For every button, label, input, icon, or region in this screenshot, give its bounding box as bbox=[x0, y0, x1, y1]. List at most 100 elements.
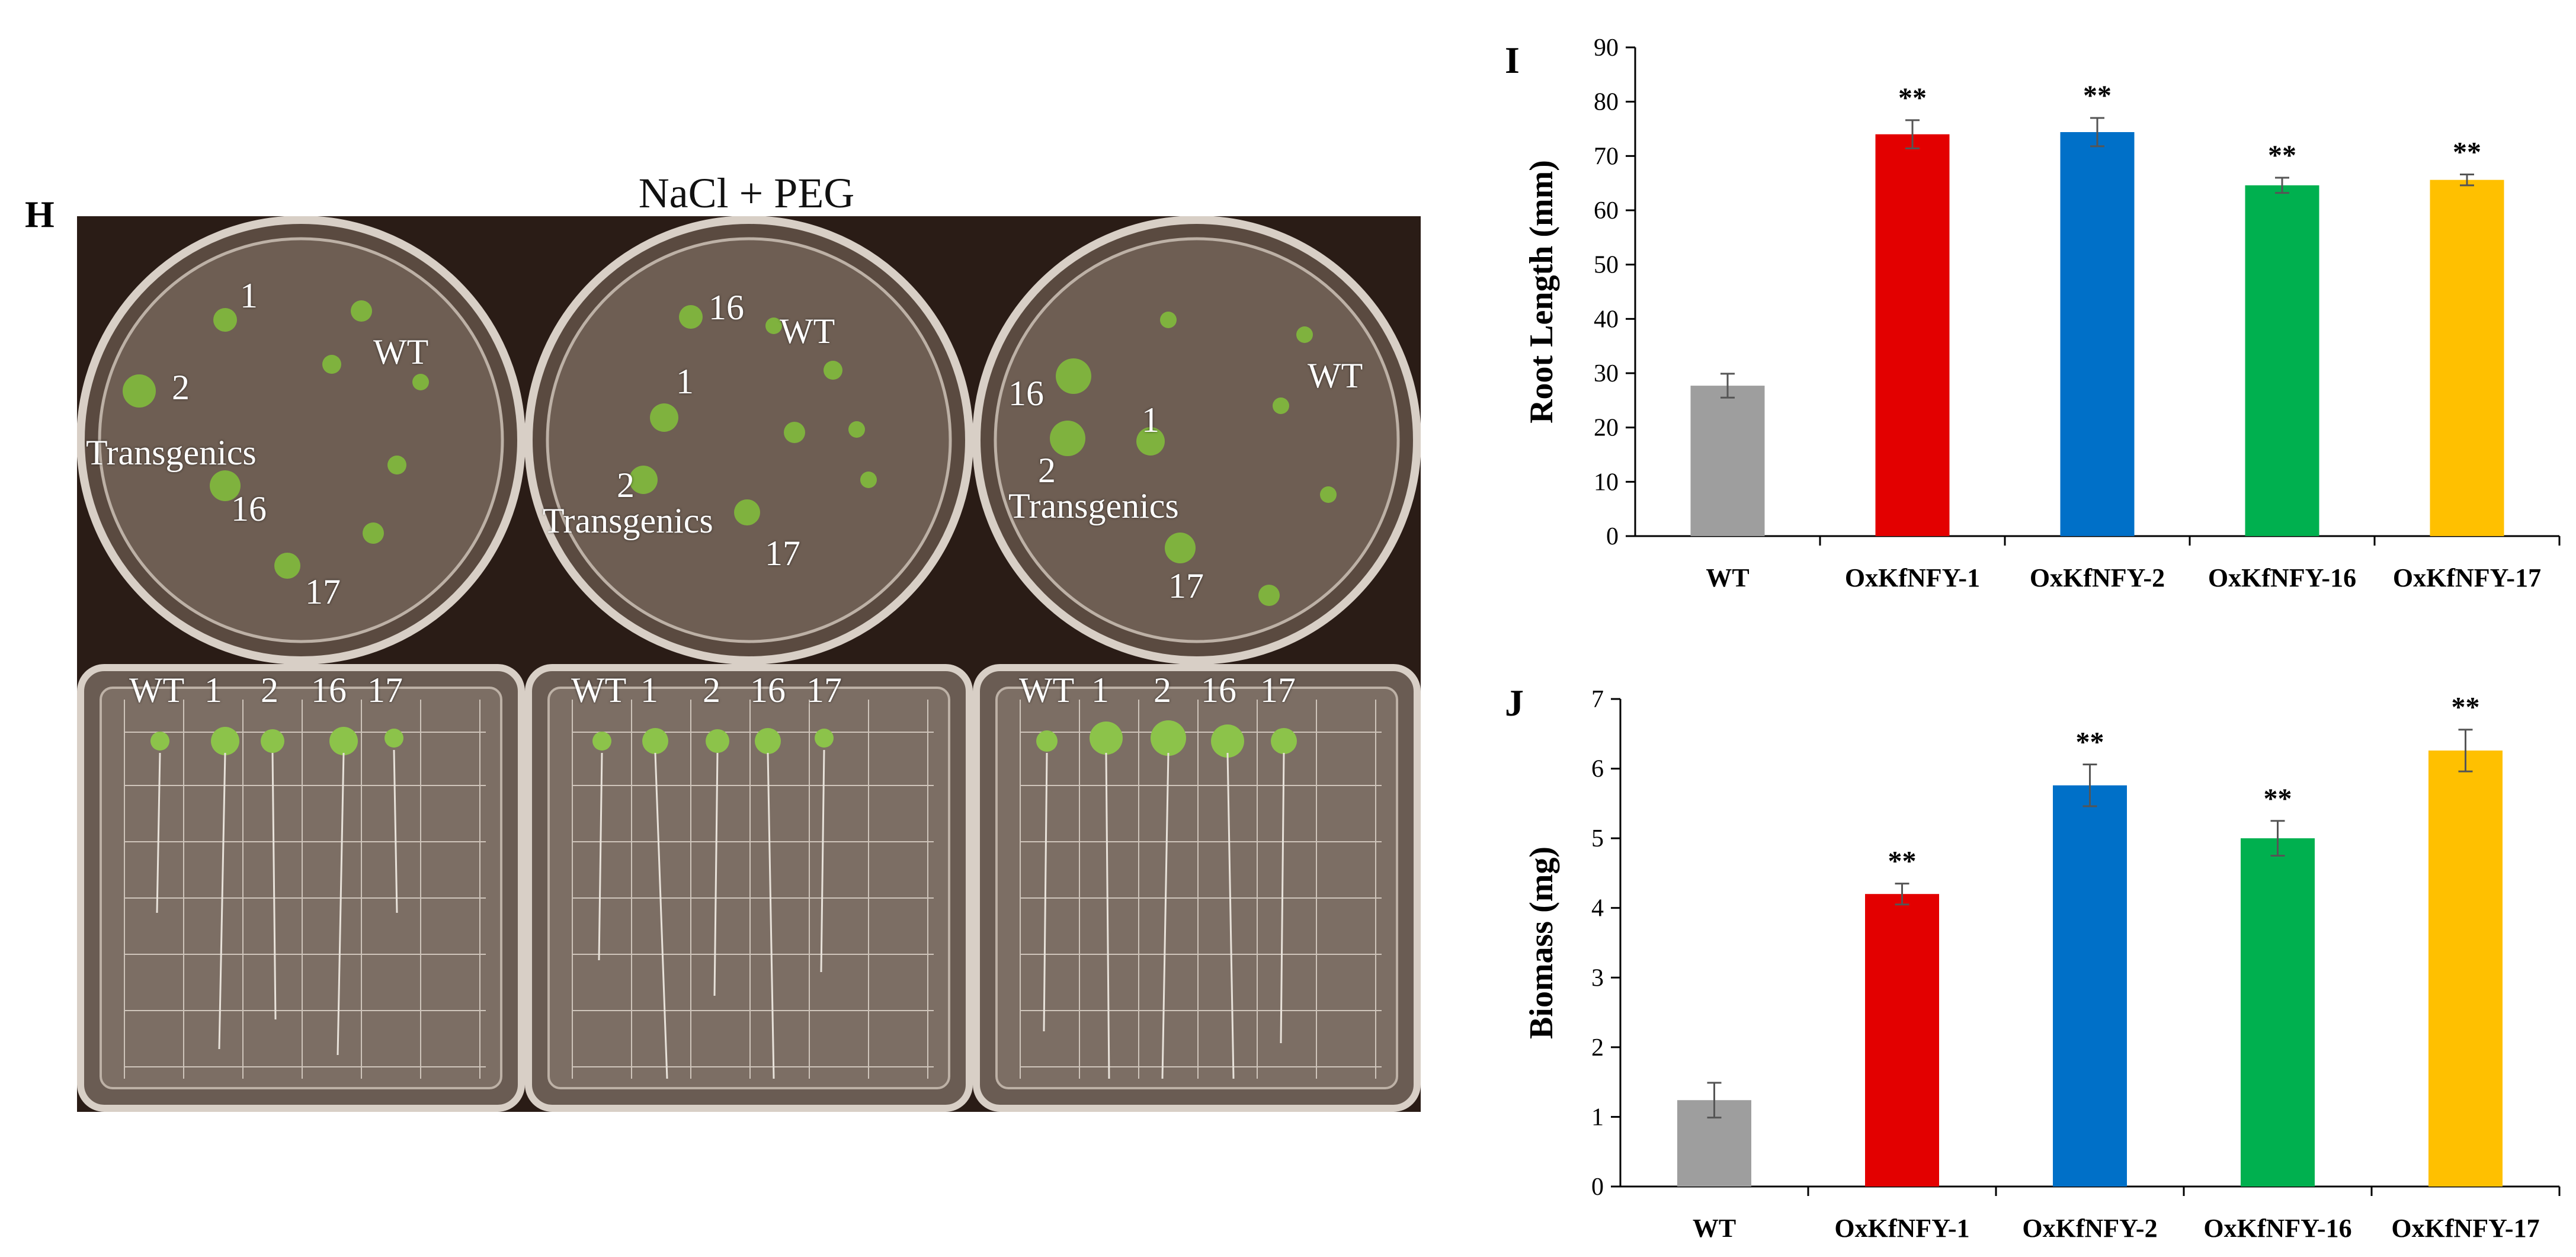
square-plate-1: WT 1 2 16 17 bbox=[77, 664, 525, 1112]
plate-label: 2 bbox=[1038, 451, 1056, 490]
plate-label: 2 bbox=[261, 671, 278, 710]
x-tick-label: OxKfNFY-1 bbox=[1834, 1214, 1969, 1243]
round-plate-2-drawing bbox=[525, 216, 973, 664]
photo-panel: 1 WT 2 Transgenics 16 17 16 WT 1 2 Trans… bbox=[77, 216, 1421, 1112]
plate-label: 2 bbox=[172, 368, 190, 407]
y-tick-label: 0 bbox=[1591, 1173, 1604, 1201]
y-tick-label: 20 bbox=[1594, 415, 1619, 442]
square-plate-1-drawing bbox=[77, 664, 525, 1112]
photo-title: NaCl + PEG bbox=[638, 169, 855, 217]
y-tick-label: 6 bbox=[1591, 756, 1604, 783]
significance-label: ** bbox=[1888, 846, 1917, 877]
round-plate-2: 16 WT 1 2 Transgenics 17 bbox=[525, 216, 973, 664]
plate-label: 16 bbox=[1008, 374, 1044, 413]
bar-oxkfnfy-1 bbox=[1865, 894, 1939, 1187]
plate-label: 16 bbox=[750, 671, 786, 710]
plate-label: 17 bbox=[806, 671, 842, 710]
significance-label: ** bbox=[2453, 137, 2481, 168]
significance-label: ** bbox=[2083, 80, 2112, 111]
square-plate-2: WT 1 2 16 17 bbox=[525, 664, 973, 1112]
plate-label: WT bbox=[373, 332, 429, 371]
plate-label: 2 bbox=[617, 466, 635, 505]
plate-label: Transgenics bbox=[543, 501, 713, 540]
round-plate-1-drawing bbox=[77, 216, 525, 664]
root-length-chart: 0 10 20 30 40 50 60 70 80 90 Root Length (mm) WT ** O… bbox=[1517, 24, 2571, 616]
bar-wt bbox=[1690, 386, 1765, 536]
square-plate-2-drawing bbox=[525, 664, 973, 1112]
y-tick-label: 5 bbox=[1591, 825, 1604, 852]
plate-label: 2 bbox=[703, 671, 720, 710]
x-tick-label: WT bbox=[1693, 1214, 1736, 1243]
bar-oxkfnfy-17 bbox=[2430, 179, 2504, 537]
x-tick-label: OxKfNFY-17 bbox=[2391, 1214, 2539, 1243]
round-plate-3-drawing bbox=[973, 216, 1421, 664]
significance-label: ** bbox=[1898, 82, 1927, 114]
plate-label: WT bbox=[129, 671, 185, 710]
y-tick-label: 40 bbox=[1594, 306, 1619, 333]
plate-label: WT bbox=[1019, 671, 1075, 710]
root-length-chart-svg: 0 10 20 30 40 50 60 70 80 90 Root Length (mm) WT ** O… bbox=[1523, 34, 2561, 592]
plate-label: 2 bbox=[1154, 671, 1171, 710]
plate-label: 16 bbox=[1201, 671, 1236, 710]
x-tick-label: OxKfNFY-2 bbox=[2030, 563, 2165, 592]
panel-letter-i: I bbox=[1505, 39, 1520, 81]
plate-label: 16 bbox=[709, 288, 744, 327]
bar-oxkfnfy-17 bbox=[2428, 751, 2503, 1187]
y-tick-label: 60 bbox=[1594, 197, 1619, 225]
plate-label: 1 bbox=[640, 671, 658, 710]
panel-letter-h: H bbox=[25, 193, 55, 235]
significance-label: ** bbox=[2076, 727, 2104, 758]
y-tick-label: 80 bbox=[1594, 89, 1619, 116]
bar-oxkfnfy-16 bbox=[2245, 185, 2319, 536]
plate-label: 1 bbox=[1142, 400, 1159, 440]
x-tick-label: WT bbox=[1706, 563, 1749, 592]
x-tick-label: OxKfNFY-2 bbox=[2022, 1214, 2157, 1243]
significance-label: ** bbox=[2268, 140, 2296, 171]
y-tick-label: 90 bbox=[1594, 34, 1619, 62]
y-tick-label: 30 bbox=[1594, 360, 1619, 387]
seedlings bbox=[1050, 312, 1337, 606]
plate-label: 16 bbox=[231, 489, 267, 528]
round-plate-3: WT 16 1 2 Transgenics 17 bbox=[973, 216, 1421, 664]
plate-label: 17 bbox=[1260, 671, 1296, 710]
significance-label: ** bbox=[2452, 692, 2480, 723]
plate-label: WT bbox=[780, 312, 835, 351]
y-axis-label: Root Length (mm) bbox=[1523, 160, 1560, 424]
biomass-chart: 0 1 2 3 4 5 6 7 Biomass (mg) WT ** OxKfNFY-1 ** OxKfN… bbox=[1517, 669, 2571, 1250]
plate-label: 1 bbox=[204, 671, 222, 710]
square-plate-3: WT 1 2 16 17 bbox=[973, 664, 1421, 1112]
plate-label: WT bbox=[571, 671, 627, 710]
plate-label: 1 bbox=[240, 276, 258, 315]
square-plate-3-drawing bbox=[973, 664, 1421, 1112]
biomass-chart-svg: 0 1 2 3 4 5 6 7 Biomass (mg) WT ** OxKfNFY-1 ** OxKfN… bbox=[1523, 686, 2561, 1243]
y-tick-label: 7 bbox=[1591, 686, 1604, 713]
x-tick-label: OxKfNFY-1 bbox=[1845, 563, 1980, 592]
x-tick-label: OxKfNFY-16 bbox=[2208, 563, 2356, 592]
round-plate-1: 1 WT 2 Transgenics 16 17 bbox=[77, 216, 525, 664]
y-tick-label: 0 bbox=[1606, 523, 1619, 550]
plate-label: WT bbox=[1308, 356, 1363, 395]
panel-letter-j: J bbox=[1505, 682, 1524, 724]
plate-label: 16 bbox=[311, 671, 347, 710]
bar-oxkfnfy-2 bbox=[2060, 132, 2135, 536]
x-tick-label: OxKfNFY-17 bbox=[2393, 563, 2541, 592]
y-tick-label: 2 bbox=[1591, 1034, 1604, 1062]
y-tick-label: 70 bbox=[1594, 143, 1619, 170]
y-tick-label: 1 bbox=[1591, 1104, 1604, 1131]
y-axis-label: Biomass (mg) bbox=[1523, 846, 1560, 1039]
y-tick-label: 10 bbox=[1594, 469, 1619, 496]
bar-oxkfnfy-1 bbox=[1875, 134, 1950, 536]
plate-label: 17 bbox=[367, 671, 403, 710]
significance-label: ** bbox=[2264, 783, 2292, 815]
plate-label: 1 bbox=[676, 362, 694, 401]
plate-label: 17 bbox=[1168, 566, 1204, 605]
y-tick-label: 3 bbox=[1591, 964, 1604, 992]
seedlings bbox=[629, 305, 877, 525]
plate-label: Transgenics bbox=[86, 433, 257, 472]
plate-label: Transgenics bbox=[1008, 486, 1179, 525]
x-tick-label: OxKfNFY-16 bbox=[2203, 1214, 2351, 1243]
plate-label: 1 bbox=[1091, 671, 1109, 710]
plate-label: 17 bbox=[765, 534, 800, 573]
seedlings bbox=[123, 300, 429, 579]
bar-oxkfnfy-2 bbox=[2053, 785, 2127, 1187]
